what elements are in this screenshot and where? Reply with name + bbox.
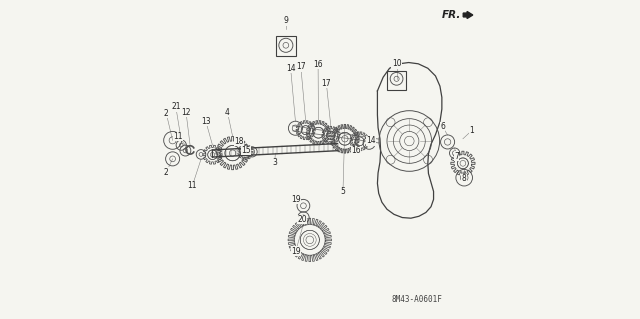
- Text: 2: 2: [164, 168, 168, 177]
- FancyArrow shape: [463, 11, 473, 19]
- Bar: [276, 36, 296, 56]
- Text: 8M43-A0601F: 8M43-A0601F: [392, 295, 442, 304]
- Text: 13: 13: [201, 117, 211, 126]
- Text: 16: 16: [351, 146, 360, 155]
- Text: 8: 8: [462, 174, 467, 183]
- Text: 19: 19: [291, 195, 301, 204]
- Text: 20: 20: [298, 215, 307, 224]
- Text: 4: 4: [225, 108, 230, 117]
- Text: 17: 17: [321, 79, 331, 88]
- Text: 3: 3: [272, 158, 277, 167]
- Text: FR.: FR.: [442, 10, 461, 20]
- Text: 21: 21: [171, 102, 180, 111]
- Text: 6: 6: [440, 122, 445, 131]
- Text: 19: 19: [291, 247, 301, 256]
- Text: 15: 15: [241, 146, 251, 155]
- Bar: [387, 71, 406, 90]
- Text: 11: 11: [188, 181, 197, 190]
- Text: 10: 10: [392, 59, 401, 68]
- Text: 9: 9: [284, 16, 288, 25]
- Text: 7: 7: [454, 152, 459, 161]
- Text: 2: 2: [164, 109, 168, 118]
- Text: 11: 11: [173, 132, 183, 141]
- Text: 17: 17: [296, 63, 306, 71]
- Text: 1: 1: [469, 126, 474, 135]
- Text: 12: 12: [181, 108, 191, 117]
- Text: 18: 18: [234, 137, 243, 146]
- Text: 16: 16: [313, 60, 323, 69]
- Text: 14: 14: [286, 64, 296, 73]
- Text: 5: 5: [340, 187, 346, 196]
- Text: 14: 14: [366, 137, 376, 145]
